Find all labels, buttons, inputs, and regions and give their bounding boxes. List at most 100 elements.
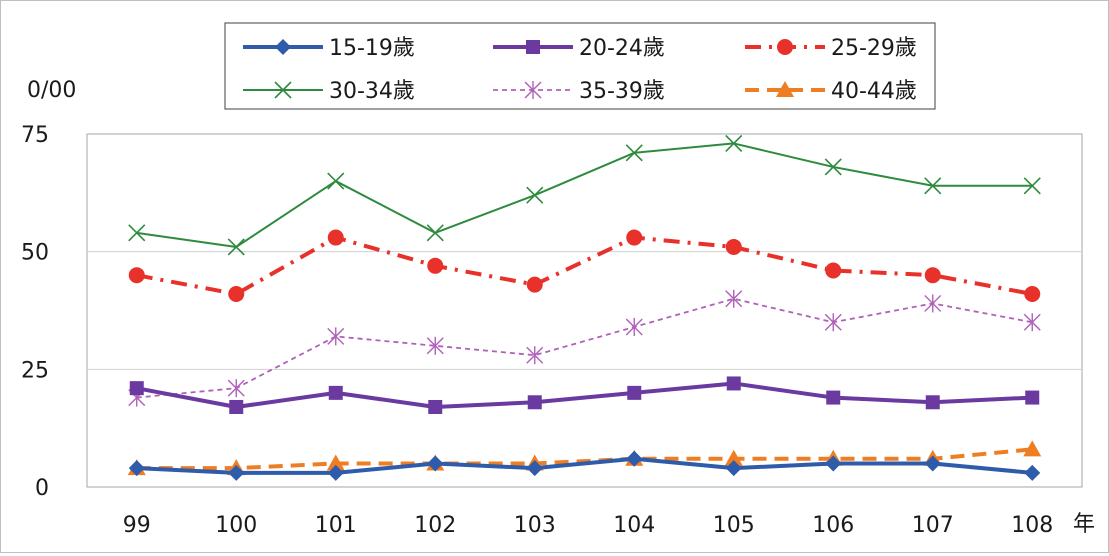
data-point bbox=[228, 286, 245, 303]
data-point bbox=[825, 455, 842, 472]
data-point bbox=[428, 399, 443, 414]
data-point bbox=[924, 177, 942, 195]
data-point bbox=[327, 229, 344, 246]
x-tick-label: 103 bbox=[514, 513, 556, 538]
legend-marker bbox=[777, 39, 793, 55]
data-point bbox=[725, 289, 743, 308]
data-point bbox=[627, 385, 642, 400]
data-point bbox=[426, 336, 444, 355]
data-point bbox=[228, 464, 245, 481]
legend: 15-19歲 20-24歲 25-29歲 30-34歲 35-39歲 40-44歲 bbox=[224, 22, 936, 110]
legend-entry: 35-39歲 bbox=[493, 79, 665, 104]
series-25-29歲 bbox=[128, 229, 1041, 303]
series-30-34歲 bbox=[128, 134, 1041, 256]
y-tick-label: 75 bbox=[21, 123, 49, 148]
data-point bbox=[427, 257, 444, 274]
data-point bbox=[825, 262, 842, 279]
data-point bbox=[1023, 177, 1041, 195]
series-15-19歲 bbox=[128, 450, 1041, 481]
data-point bbox=[527, 395, 542, 410]
legend-entry: 20-24歲 bbox=[493, 36, 665, 61]
legend-label: 25-29歲 bbox=[831, 36, 917, 61]
data-point bbox=[1025, 390, 1040, 405]
data-point bbox=[924, 294, 942, 313]
legend-marker bbox=[776, 81, 794, 97]
data-point bbox=[924, 455, 941, 472]
data-point bbox=[826, 390, 841, 405]
data-point bbox=[328, 385, 343, 400]
x-tick-label: 104 bbox=[613, 513, 655, 538]
data-point bbox=[824, 158, 842, 176]
series-lines bbox=[127, 134, 1042, 481]
data-point bbox=[426, 224, 444, 242]
data-point bbox=[227, 238, 245, 256]
data-point bbox=[327, 464, 344, 481]
legend-marker bbox=[526, 40, 540, 54]
series-line bbox=[136, 447, 1033, 471]
legend-marker bbox=[524, 81, 542, 99]
data-point bbox=[327, 327, 345, 346]
legend-box bbox=[224, 22, 936, 110]
legend-label: 40-44歲 bbox=[831, 79, 917, 104]
y-tick-label: 50 bbox=[21, 241, 49, 266]
data-point bbox=[626, 450, 643, 467]
x-axis-unit-label: 年 bbox=[1073, 512, 1095, 537]
y-axis-unit-label: 0/00 bbox=[27, 78, 76, 103]
data-point bbox=[726, 376, 741, 391]
data-point bbox=[526, 276, 543, 293]
y-tick-labels: 0 25 50 75 bbox=[21, 123, 49, 501]
data-point bbox=[129, 381, 144, 396]
legend-entry: 25-29歲 bbox=[745, 36, 917, 61]
data-point bbox=[128, 460, 145, 477]
data-point bbox=[625, 317, 643, 336]
plot-area bbox=[86, 133, 1083, 488]
data-point bbox=[128, 224, 146, 242]
data-point bbox=[725, 238, 742, 255]
legend-label: 30-34歲 bbox=[329, 79, 415, 104]
data-point bbox=[227, 379, 245, 398]
x-tick-labels: 99 100 101 102 103 104 105 106 107 108 bbox=[123, 513, 1054, 538]
x-tick-label: 105 bbox=[713, 513, 755, 538]
data-point bbox=[1024, 286, 1041, 303]
series-35-39歲 bbox=[128, 289, 1041, 407]
legend-label: 15-19歲 bbox=[329, 36, 415, 61]
data-point bbox=[725, 460, 742, 477]
y-tick-label: 0 bbox=[35, 476, 49, 501]
data-point bbox=[925, 395, 940, 410]
series-line bbox=[136, 142, 1033, 248]
legend-marker bbox=[275, 39, 291, 55]
legend-marker bbox=[274, 81, 292, 99]
gridlines bbox=[87, 251, 1082, 370]
x-tick-label: 101 bbox=[315, 513, 357, 538]
data-point bbox=[1023, 313, 1041, 332]
data-point bbox=[326, 454, 345, 471]
data-point bbox=[625, 144, 643, 162]
data-point bbox=[526, 460, 543, 477]
legend-entry: 40-44歲 bbox=[745, 79, 917, 104]
series-line bbox=[136, 235, 1033, 297]
x-tick-label: 107 bbox=[912, 513, 954, 538]
legend-label: 35-39歲 bbox=[579, 79, 665, 104]
x-tick-label: 102 bbox=[414, 513, 456, 538]
y-tick-label: 25 bbox=[21, 358, 49, 383]
data-point bbox=[1024, 464, 1041, 481]
data-point bbox=[626, 229, 643, 246]
series-line bbox=[136, 297, 1033, 399]
x-tick-label: 100 bbox=[215, 513, 257, 538]
data-point bbox=[725, 134, 743, 152]
data-point bbox=[427, 455, 444, 472]
series-40-44歲 bbox=[127, 440, 1042, 476]
data-point bbox=[128, 267, 145, 284]
legend-entry: 15-19歲 bbox=[243, 36, 415, 61]
x-tick-label: 108 bbox=[1011, 513, 1053, 538]
data-point bbox=[526, 186, 544, 204]
series-line bbox=[136, 456, 1033, 475]
x-tick-label: 106 bbox=[812, 513, 854, 538]
data-point bbox=[824, 313, 842, 332]
series-line bbox=[136, 381, 1033, 409]
data-point bbox=[1023, 440, 1042, 457]
x-tick-label: 99 bbox=[123, 513, 151, 538]
legend-label: 20-24歲 bbox=[579, 36, 665, 61]
data-point bbox=[924, 267, 941, 284]
